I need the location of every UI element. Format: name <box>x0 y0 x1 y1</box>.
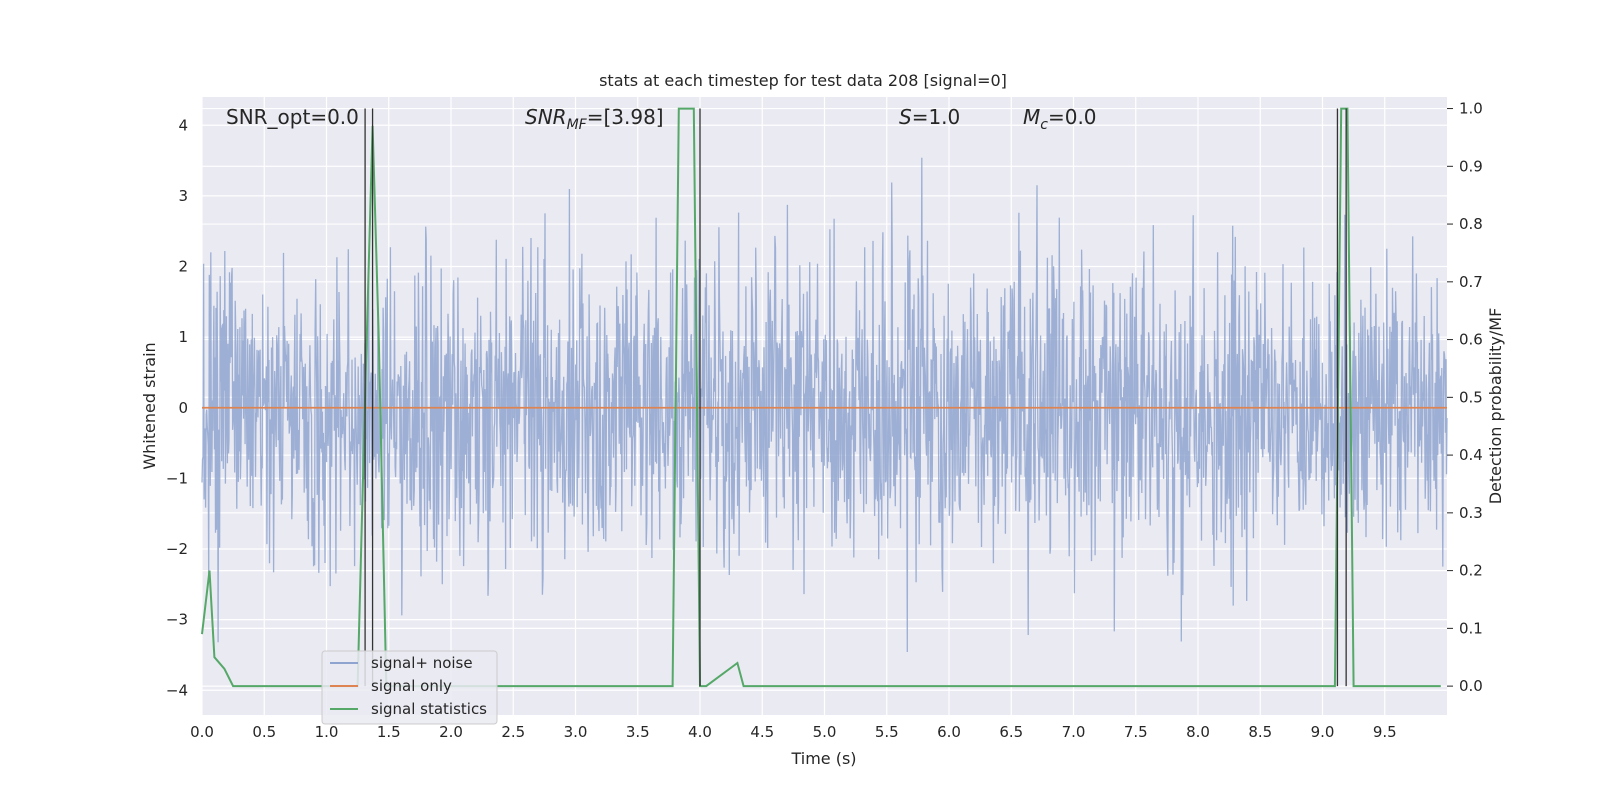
x-axis-label: Time (s) <box>790 749 856 768</box>
x-tick-label: 9.5 <box>1373 723 1397 741</box>
y-tick-label: 2 <box>178 258 188 276</box>
x-tick-label: 7.5 <box>1124 723 1148 741</box>
x-tick-label: 5.5 <box>875 723 899 741</box>
x-tick-label: 0.5 <box>252 723 276 741</box>
x-tick-label: 0.0 <box>190 723 214 741</box>
x-tick-label: 7.0 <box>1062 723 1086 741</box>
x-tick-label: 4.5 <box>750 723 774 741</box>
series-line-signal-noise <box>201 157 1448 653</box>
x-tick-label: 2.0 <box>439 723 463 741</box>
y-right-tick-label: 0.5 <box>1459 388 1483 406</box>
y-right-axis-label: Detection probability/MF <box>1486 308 1505 505</box>
legend-label-signal-noise: signal+ noise <box>371 654 473 672</box>
x-tick-label: 3.0 <box>564 723 588 741</box>
snr-mf-main: SNR <box>525 105 567 129</box>
y-right-tick-label: 0.8 <box>1459 215 1483 233</box>
annotations: SNR_opt=0.0 SNRMF=[3.98] S=1.0 Mc=0.0 <box>226 105 1097 133</box>
snr-mf-annotation: SNRMF=[3.98] <box>525 105 664 133</box>
y-axis-ticks: 4 3 2 1 0 −1 −2 −3 −4 <box>166 116 188 699</box>
vertical-markers <box>364 108 1347 687</box>
y-tick-label: −4 <box>166 681 188 699</box>
y-right-tick-label: 0.9 <box>1459 157 1483 175</box>
y-tick-label: 4 <box>178 116 188 134</box>
y-tick-label: −2 <box>166 540 188 558</box>
y-tick-label: −1 <box>166 469 188 487</box>
x-tick-label: 1.5 <box>377 723 401 741</box>
legend-label-signal-only: signal only <box>371 677 452 695</box>
y-right-axis-ticks: 1.0 0.9 0.8 0.7 0.6 0.5 0.4 0.3 0.2 0.1 0.0 <box>1447 100 1483 695</box>
y-right-tick-label: 0.1 <box>1459 619 1483 637</box>
y-tick-label: 0 <box>178 399 188 417</box>
x-axis-ticks: 0.0 0.5 1.0 1.5 2.0 2.5 3.0 3.5 4.0 4.5 5.0 5.5 6.0 6… <box>190 723 1397 741</box>
y-tick-label: 3 <box>178 187 188 205</box>
x-tick-label: 3.5 <box>626 723 650 741</box>
y-right-tick-label: 1.0 <box>1459 100 1483 118</box>
plot-content <box>201 107 1448 688</box>
mc-sub: c <box>1040 117 1048 133</box>
y-right-tick-label: 0.6 <box>1459 331 1483 349</box>
x-tick-label: 6.0 <box>937 723 961 741</box>
mc-main: M <box>1023 105 1040 129</box>
y-right-tick-label: 0.3 <box>1459 504 1483 522</box>
x-tick-label: 2.5 <box>501 723 525 741</box>
y-right-tick-label: 0.2 <box>1459 562 1483 580</box>
legend-box <box>321 650 498 725</box>
y-right-tick-label: 0.4 <box>1459 446 1483 464</box>
y-tick-label: 1 <box>178 328 188 346</box>
x-tick-label: 6.5 <box>999 723 1023 741</box>
legend-label-signal-statistics: signal statistics <box>371 700 487 718</box>
s-value: =1.0 <box>912 105 961 129</box>
y-right-tick-label: 0.0 <box>1459 677 1483 695</box>
y-tick-label: −3 <box>166 611 188 629</box>
x-tick-label: 8.0 <box>1186 723 1210 741</box>
x-tick-label: 4.0 <box>688 723 712 741</box>
x-tick-label: 9.0 <box>1311 723 1335 741</box>
s-main: S <box>899 105 912 129</box>
legend: signal+ noise signal only signal statist… <box>321 650 498 725</box>
snr-mf-sub: MF <box>567 117 588 133</box>
s-annotation: S=1.0 <box>899 105 960 129</box>
x-tick-label: 1.0 <box>315 723 339 741</box>
y-axis-label: Whitened strain <box>140 342 159 469</box>
x-tick-label: 8.5 <box>1248 723 1272 741</box>
chart-title: stats at each timestep for test data 208… <box>599 71 1007 90</box>
snr-opt-annotation: SNR_opt=0.0 <box>226 105 359 129</box>
series-line-signal-statistics <box>201 107 1441 688</box>
y-right-tick-label: 0.7 <box>1459 273 1483 291</box>
mc-value: =0.0 <box>1048 105 1097 129</box>
x-tick-label: 5.0 <box>813 723 837 741</box>
snr-mf-value: =[3.98] <box>587 105 664 129</box>
mc-annotation: Mc=0.0 <box>1023 105 1097 133</box>
